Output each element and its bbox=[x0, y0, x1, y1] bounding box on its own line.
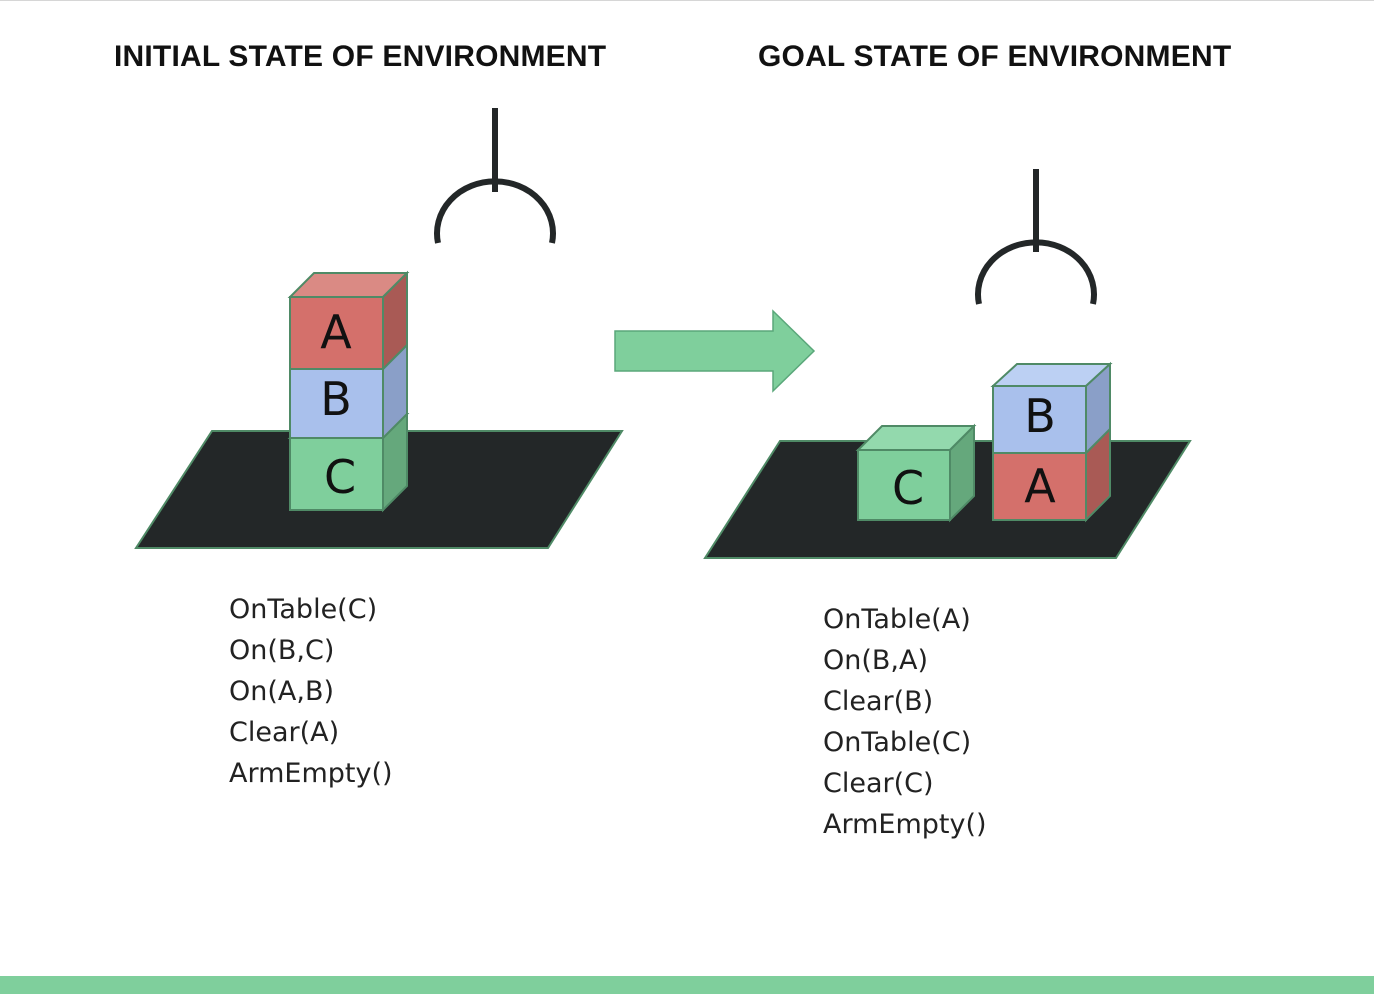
initial-predicate: Clear(A) bbox=[229, 717, 340, 748]
goal-gripper-icon bbox=[975, 169, 1097, 305]
initial-predicate: ArmEmpty() bbox=[229, 758, 393, 789]
initial-block-a-label: A bbox=[320, 305, 352, 359]
initial-predicate: On(B,C) bbox=[229, 635, 335, 666]
goal-block-c-label: C bbox=[892, 461, 924, 515]
goal-block-c: C bbox=[855, 423, 977, 523]
initial-block-b: B bbox=[289, 342, 408, 441]
initial-predicate: OnTable(C) bbox=[229, 594, 378, 625]
top-divider bbox=[0, 0, 1374, 1]
goal-predicate: On(B,A) bbox=[823, 645, 929, 676]
initial-predicate: On(A,B) bbox=[229, 676, 335, 707]
initial-scene: C B A bbox=[134, 108, 624, 549]
goal-block-b-label: B bbox=[1024, 389, 1056, 443]
goal-predicate: Clear(B) bbox=[823, 686, 934, 717]
goal-predicate: OnTable(C) bbox=[823, 727, 972, 758]
goal-predicate: OnTable(A) bbox=[823, 604, 971, 635]
initial-block-c-label: C bbox=[324, 450, 356, 504]
goal-block-b: B bbox=[990, 361, 1113, 456]
goal-state-title: GOAL STATE OF ENVIRONMENT bbox=[758, 40, 1232, 73]
initial-block-a: A bbox=[287, 270, 410, 372]
initial-state-title: INITIAL STATE OF ENVIRONMENT bbox=[114, 40, 607, 73]
goal-block-a-label: A bbox=[1024, 459, 1056, 513]
goal-predicate: ArmEmpty() bbox=[823, 809, 987, 840]
goal-predicate: Clear(C) bbox=[823, 768, 934, 799]
goal-predicates-list: OnTable(A) On(B,A) Clear(B) OnTable(C) C… bbox=[823, 599, 987, 845]
goal-scene: C A B bbox=[703, 169, 1192, 559]
bottom-accent-bar bbox=[0, 976, 1374, 994]
initial-gripper-icon bbox=[434, 108, 556, 244]
initial-predicates-list: OnTable(C) On(B,C) On(A,B) Clear(A) ArmE… bbox=[229, 589, 393, 794]
initial-block-b-label: B bbox=[320, 372, 352, 426]
goal-block-a: A bbox=[992, 426, 1111, 523]
transition-arrow-icon bbox=[614, 309, 816, 393]
